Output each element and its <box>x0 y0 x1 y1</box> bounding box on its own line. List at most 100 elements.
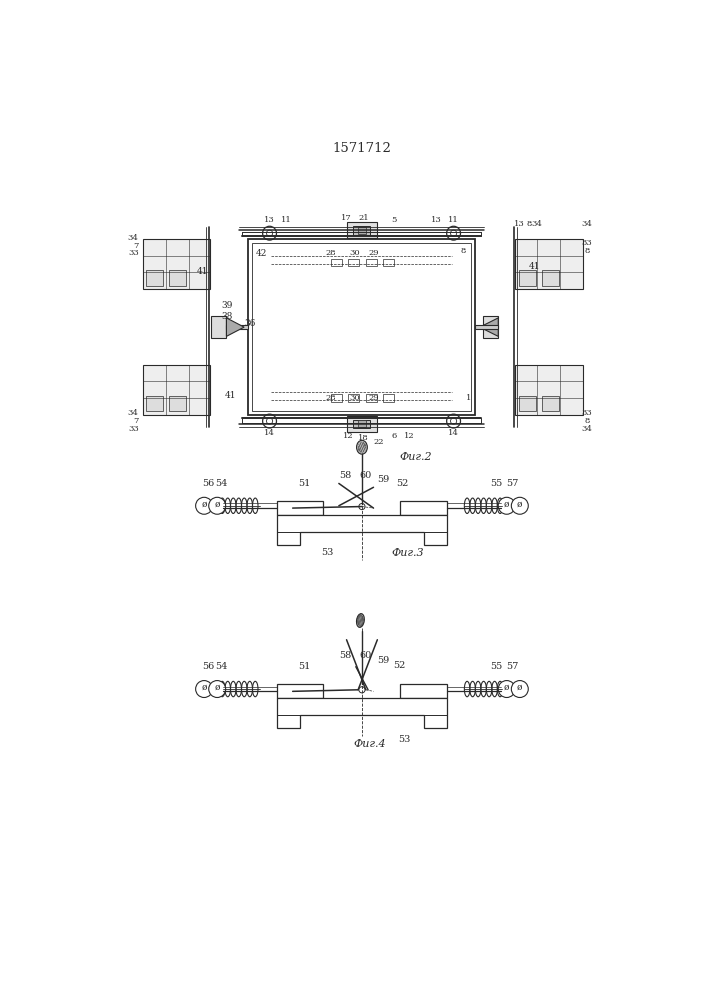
Bar <box>354 420 370 428</box>
Bar <box>366 259 377 266</box>
Text: 51: 51 <box>298 662 310 671</box>
Text: 33: 33 <box>581 409 592 417</box>
Text: 58: 58 <box>339 651 351 660</box>
Text: Фиг.4: Фиг.4 <box>354 739 386 749</box>
Text: 5: 5 <box>392 216 397 224</box>
Text: 8: 8 <box>461 247 467 255</box>
Text: 33: 33 <box>128 425 139 433</box>
Text: ø: ø <box>201 683 207 692</box>
Bar <box>348 394 359 402</box>
Circle shape <box>196 497 213 514</box>
Text: 55: 55 <box>491 479 503 488</box>
Text: 52: 52 <box>392 661 405 670</box>
Text: 22: 22 <box>373 438 384 446</box>
Text: 28: 28 <box>326 249 337 257</box>
Bar <box>331 394 342 402</box>
Text: 34: 34 <box>581 425 592 433</box>
Bar <box>515 239 583 289</box>
Bar <box>358 227 366 234</box>
Circle shape <box>196 681 213 698</box>
Text: 55: 55 <box>491 662 503 671</box>
Circle shape <box>498 681 515 698</box>
Text: 8: 8 <box>526 220 532 228</box>
Ellipse shape <box>356 614 364 627</box>
Polygon shape <box>226 318 244 336</box>
Bar <box>366 394 377 402</box>
Text: 54: 54 <box>215 662 227 671</box>
Circle shape <box>209 681 226 698</box>
Text: ø: ø <box>517 500 522 509</box>
Bar <box>358 420 366 427</box>
Bar <box>252 243 472 411</box>
Bar <box>542 396 559 411</box>
Bar <box>331 259 342 266</box>
Text: 52: 52 <box>397 479 409 488</box>
Bar <box>519 396 536 411</box>
Text: 38: 38 <box>221 312 233 321</box>
Text: 7: 7 <box>134 417 139 425</box>
Bar <box>170 396 187 411</box>
Bar <box>483 316 498 338</box>
Bar <box>143 239 210 289</box>
Text: 11: 11 <box>281 216 292 224</box>
Text: ø: ø <box>504 683 510 692</box>
Text: 39: 39 <box>221 301 233 310</box>
Text: 29: 29 <box>368 249 379 257</box>
Bar <box>346 416 378 432</box>
Bar <box>346 222 378 238</box>
Text: 51: 51 <box>298 479 310 488</box>
Text: 1571712: 1571712 <box>332 142 392 155</box>
Text: 30: 30 <box>349 394 360 402</box>
Text: 41: 41 <box>197 267 208 276</box>
Bar <box>400 501 447 515</box>
Text: 1: 1 <box>467 394 472 402</box>
Bar <box>519 270 536 286</box>
Text: ø: ø <box>201 500 207 509</box>
Bar <box>277 684 324 698</box>
Bar <box>348 259 359 266</box>
Text: 13: 13 <box>264 216 275 224</box>
Text: 57: 57 <box>506 479 518 488</box>
Text: 29: 29 <box>368 394 379 402</box>
Circle shape <box>511 497 528 514</box>
Circle shape <box>359 687 365 693</box>
Circle shape <box>511 681 528 698</box>
Text: 57: 57 <box>506 662 518 671</box>
Bar <box>382 259 394 266</box>
Text: 28: 28 <box>326 394 337 402</box>
Text: 34: 34 <box>581 220 592 228</box>
Polygon shape <box>480 318 498 336</box>
Text: 60: 60 <box>360 471 372 480</box>
Ellipse shape <box>356 440 368 454</box>
Bar <box>143 365 210 415</box>
Text: 34: 34 <box>128 234 139 242</box>
Text: 42: 42 <box>256 249 267 258</box>
Text: 53: 53 <box>321 548 334 557</box>
Text: 14: 14 <box>264 429 275 437</box>
Polygon shape <box>277 515 447 545</box>
Text: 8: 8 <box>584 247 590 255</box>
Text: Фиг.2: Фиг.2 <box>399 452 432 462</box>
Text: 21: 21 <box>359 214 370 222</box>
Bar <box>515 365 583 415</box>
Text: 56: 56 <box>201 662 214 671</box>
Polygon shape <box>475 325 498 329</box>
Bar <box>354 226 370 235</box>
Text: 34: 34 <box>531 220 542 228</box>
Polygon shape <box>226 325 248 329</box>
Text: 13: 13 <box>515 220 525 228</box>
Text: 33: 33 <box>581 239 592 247</box>
Text: 8: 8 <box>584 417 590 425</box>
Polygon shape <box>277 698 447 728</box>
Text: ø: ø <box>504 500 510 509</box>
Bar <box>211 316 226 338</box>
Text: 11: 11 <box>448 216 459 224</box>
Text: 53: 53 <box>398 735 411 744</box>
Text: 12: 12 <box>404 432 415 440</box>
Text: 41: 41 <box>529 262 541 271</box>
Text: ø: ø <box>214 683 220 692</box>
Text: 41: 41 <box>225 391 236 400</box>
Text: 17: 17 <box>341 214 352 222</box>
Text: 12: 12 <box>343 432 354 440</box>
Circle shape <box>359 503 365 510</box>
